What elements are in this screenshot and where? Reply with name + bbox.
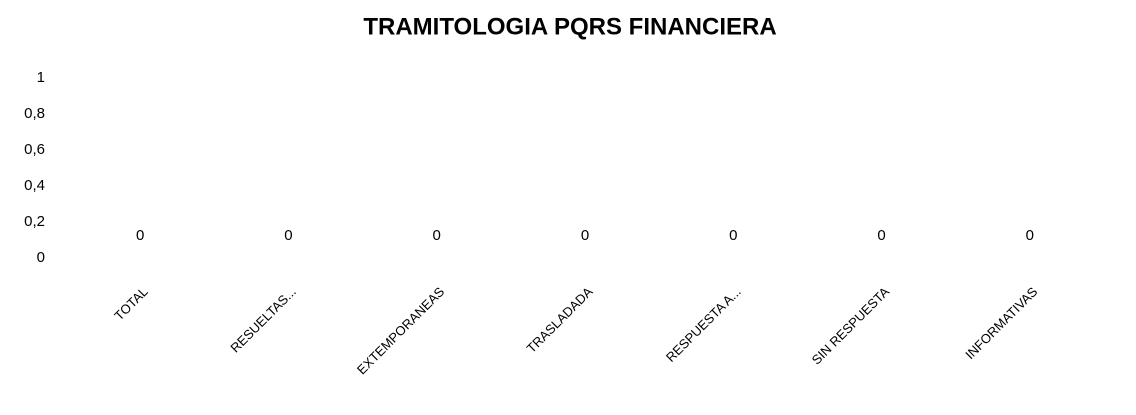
x-tick-label: SIN RESPUESTA [809,284,893,368]
y-tick-label: 1 [37,69,45,86]
data-label: 0 [729,227,737,244]
y-tick-label: 0,2 [24,213,45,230]
data-label: 0 [136,227,144,244]
x-tick-label: TRASLADADA [524,284,596,356]
data-label: 0 [284,227,292,244]
y-tick-label: 0 [37,249,45,266]
chart-title: TRAMITOLOGIA PQRS FINANCIERA [363,13,776,40]
x-tick-label: INFORMATIVAS [962,284,1040,362]
data-label: 0 [1026,227,1034,244]
y-tick-label: 0,8 [24,105,45,122]
y-tick-label: 0,6 [24,141,45,158]
x-tick-label: RESPUESTA A... [663,284,744,365]
y-tick-label: 0,4 [24,177,45,194]
x-tick-label: EXTEMPORANEAS [354,284,448,378]
data-label: 0 [581,227,589,244]
x-tick-label: TOTAL [111,284,150,323]
data-label: 0 [877,227,885,244]
x-tick-label: RESUELTAS... [227,284,299,356]
data-label: 0 [433,227,441,244]
